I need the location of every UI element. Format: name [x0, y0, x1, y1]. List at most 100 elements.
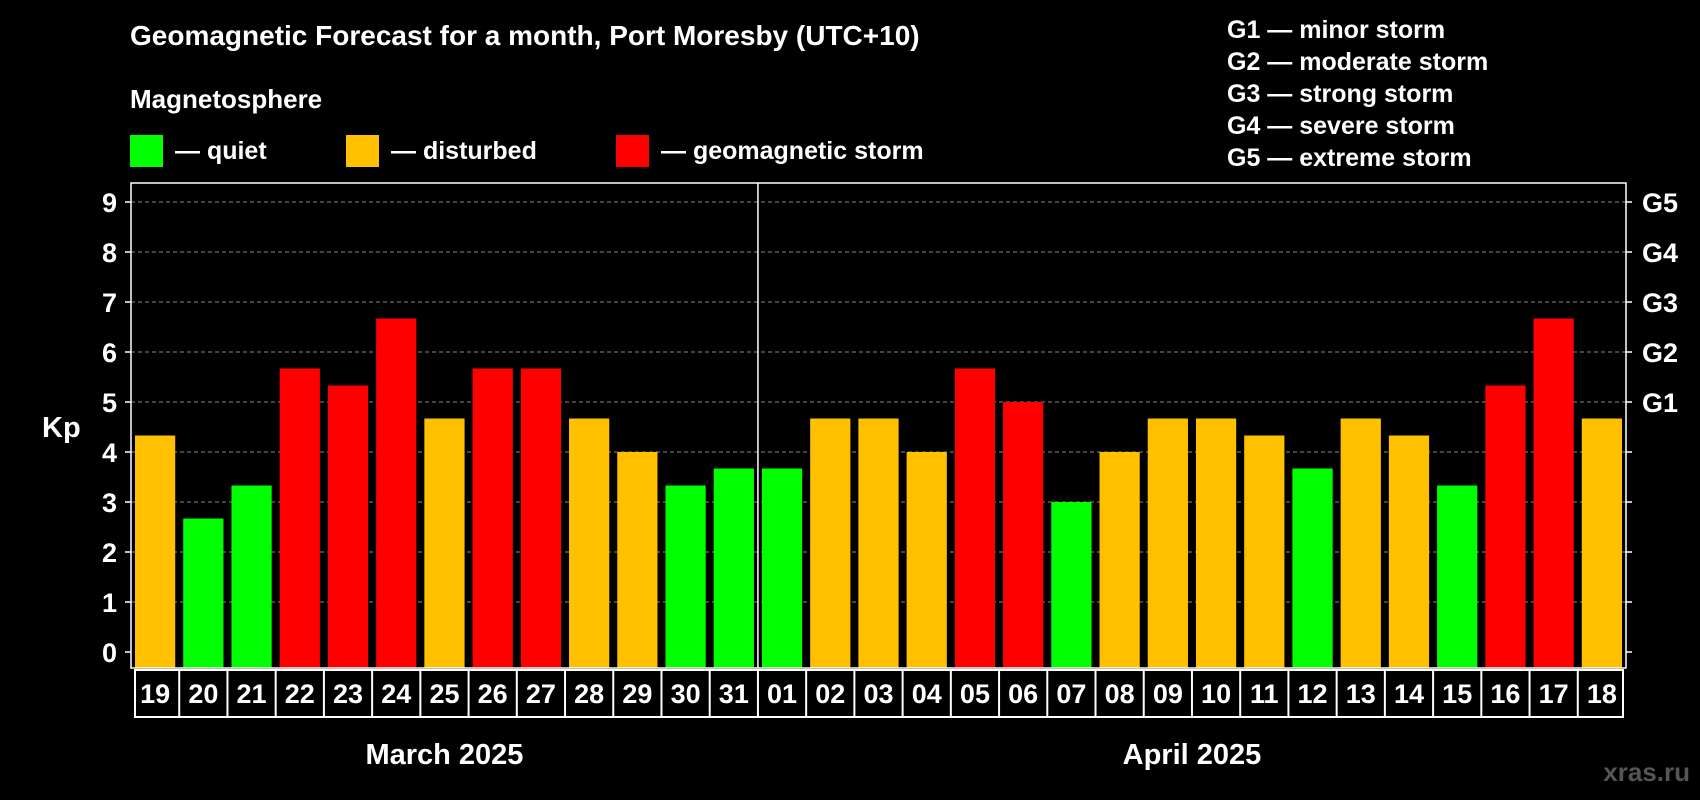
- legend-label-disturbed: — disturbed: [391, 136, 537, 165]
- bar-11: [1244, 435, 1285, 668]
- right-axis-label-g3: G3: [1642, 288, 1678, 318]
- storm-scale-g4: G4 — severe storm: [1227, 112, 1455, 140]
- storm-scale-g2: G2 — moderate storm: [1227, 48, 1489, 76]
- bar-25: [424, 418, 465, 668]
- bar-20: [183, 518, 224, 668]
- day-label-01: 01: [767, 679, 797, 709]
- bar-30: [665, 485, 706, 668]
- day-label-22: 22: [285, 679, 315, 709]
- bar-21: [231, 485, 272, 668]
- legend-swatch-storm: [616, 135, 649, 167]
- storm-scale-g1: G1 — minor storm: [1227, 16, 1446, 44]
- y-tick-label: 6: [102, 338, 117, 368]
- y-tick-label: 9: [102, 188, 117, 218]
- legend-swatch-quiet: [130, 135, 163, 167]
- day-label-28: 28: [574, 679, 604, 709]
- y-tick-label: 8: [102, 238, 117, 268]
- bar-27: [520, 368, 562, 668]
- bar-14: [1388, 435, 1430, 668]
- day-label-04: 04: [912, 679, 942, 709]
- day-label-13: 13: [1346, 679, 1376, 709]
- y-tick-label: 5: [102, 388, 117, 418]
- day-label-24: 24: [381, 679, 411, 709]
- day-label-29: 29: [622, 679, 652, 709]
- day-label-03: 03: [863, 679, 893, 709]
- day-label-23: 23: [333, 679, 363, 709]
- bar-15: [1437, 485, 1478, 668]
- day-label-07: 07: [1056, 679, 1086, 709]
- day-label-08: 08: [1105, 679, 1135, 709]
- legend-item-storm: — geomagnetic storm: [616, 135, 924, 167]
- plot-frame: [130, 182, 1627, 669]
- bar-01: [761, 468, 803, 668]
- y-tick-label: 1: [102, 588, 117, 618]
- day-label-12: 12: [1298, 679, 1328, 709]
- day-label-26: 26: [478, 679, 508, 709]
- bar-19: [135, 435, 176, 668]
- bar-04: [906, 452, 947, 668]
- day-label-17: 17: [1539, 679, 1569, 709]
- bar-29: [617, 452, 658, 668]
- y-axis-label: Kp: [42, 412, 81, 444]
- day-label-strip: [134, 669, 1624, 718]
- day-label-06: 06: [1008, 679, 1038, 709]
- day-label-16: 16: [1490, 679, 1520, 709]
- legend-label-quiet: — quiet: [175, 136, 267, 165]
- bar-16: [1485, 385, 1526, 668]
- bar-12: [1292, 468, 1333, 668]
- bar-10: [1195, 418, 1237, 668]
- legend-item-disturbed: — disturbed: [346, 135, 537, 167]
- storm-scale-g5: G5 — extreme storm: [1227, 144, 1472, 172]
- bar-03: [858, 418, 899, 668]
- bar-05: [954, 368, 996, 668]
- day-label-02: 02: [815, 679, 845, 709]
- y-tick-label: 4: [102, 438, 117, 468]
- day-label-19: 19: [140, 679, 170, 709]
- day-label-15: 15: [1442, 679, 1472, 709]
- right-axis-label-g1: G1: [1642, 388, 1678, 418]
- month-label-1: April 2025: [1123, 739, 1262, 771]
- bar-23: [327, 385, 369, 668]
- storm-scale-legend: G1 — minor storm G2 — moderate storm G3 …: [1227, 14, 1488, 174]
- day-label-18: 18: [1587, 679, 1617, 709]
- day-label-27: 27: [526, 679, 556, 709]
- bar-24: [376, 318, 417, 668]
- watermark: xras.ru: [1603, 757, 1690, 787]
- bar-02: [810, 418, 851, 668]
- y-tick-label: 3: [102, 488, 117, 518]
- day-label-31: 31: [719, 679, 749, 709]
- y-tick-label: 0: [102, 638, 117, 668]
- day-label-09: 09: [1153, 679, 1183, 709]
- bar-17: [1533, 318, 1574, 668]
- month-label-0: March 2025: [365, 739, 523, 771]
- bar-18: [1581, 418, 1622, 668]
- bar-09: [1147, 418, 1188, 668]
- day-label-25: 25: [429, 679, 459, 709]
- bar-31: [713, 468, 754, 668]
- day-label-30: 30: [671, 679, 701, 709]
- right-axis-label-g5: G5: [1642, 188, 1678, 218]
- storm-scale-g3: G3 — strong storm: [1227, 80, 1454, 108]
- day-label-10: 10: [1201, 679, 1231, 709]
- bar-28: [569, 418, 610, 668]
- legend-swatch-disturbed: [346, 135, 379, 167]
- right-axis-label-g2: G2: [1642, 338, 1678, 368]
- day-label-20: 20: [188, 679, 218, 709]
- bar-13: [1340, 418, 1381, 668]
- legend-item-quiet: — quiet: [130, 135, 267, 167]
- bar-22: [279, 368, 320, 668]
- day-label-05: 05: [960, 679, 990, 709]
- day-label-21: 21: [237, 679, 267, 709]
- bar-08: [1099, 452, 1140, 668]
- bar-26: [472, 368, 513, 668]
- y-tick-label: 2: [102, 538, 117, 568]
- legend-label-storm: — geomagnetic storm: [661, 136, 924, 165]
- y-tick-label: 7: [102, 288, 117, 318]
- day-label-11: 11: [1250, 679, 1279, 709]
- day-label-14: 14: [1394, 679, 1424, 709]
- legend-heading: Magnetosphere: [130, 84, 323, 114]
- chart-title: Geomagnetic Forecast for a month, Port M…: [130, 20, 920, 51]
- bar-07: [1051, 502, 1092, 668]
- bar-06: [1003, 402, 1044, 668]
